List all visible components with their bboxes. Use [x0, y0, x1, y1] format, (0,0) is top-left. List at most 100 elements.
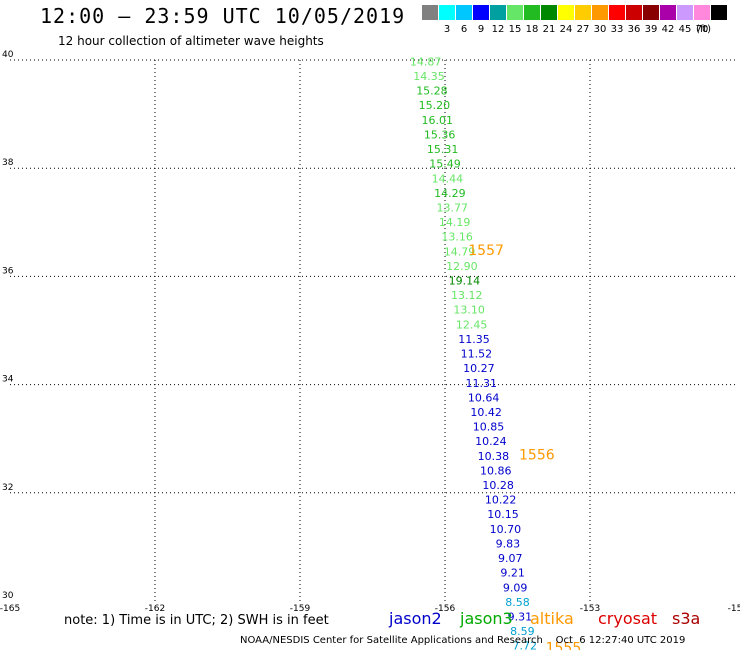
satellite-altika: altika: [530, 609, 574, 628]
legend-swatch: [422, 5, 438, 20]
legend-swatch: [694, 5, 710, 20]
legend-swatch: [507, 5, 523, 20]
legend-label: 36: [627, 24, 641, 35]
legend-label: 30: [593, 24, 607, 35]
legend-label: 33: [610, 24, 624, 35]
lon-tick-label: -162: [145, 604, 165, 614]
wave-height-label: 10.24: [475, 435, 507, 448]
wave-height-label: 14.35: [413, 70, 445, 83]
wave-height-label: 9.09: [503, 581, 528, 594]
legend-unit: (ft): [696, 24, 712, 35]
legend-swatch: [575, 5, 591, 20]
lat-tick-label: 38: [2, 158, 14, 168]
lat-tick-label: 32: [2, 483, 13, 493]
wave-height-label: 12.45: [456, 318, 488, 331]
legend-label: 6: [460, 24, 468, 35]
lon-tick-label: -156: [435, 604, 456, 614]
legend-label: 21: [542, 24, 556, 35]
wave-height-label: 16.01: [422, 114, 454, 127]
legend-swatch: [711, 5, 727, 20]
satellite-cryosat: cryosat: [598, 609, 658, 628]
wave-height-label: 14.29: [434, 187, 466, 200]
map-title: 12:00 – 23:59 UTC 10/05/2019: [40, 4, 406, 28]
wave-height-label: 13.12: [451, 289, 483, 302]
wave-height-label: 9.83: [496, 537, 521, 550]
footer-credit: NOAA/NESDIS Center for Satellite Applica…: [240, 635, 543, 646]
lat-tick-label: 40: [2, 50, 14, 60]
wave-height-label: 15.20: [419, 99, 451, 112]
wave-height-label: 10.15: [487, 508, 519, 521]
wave-height-label: 9.21: [500, 567, 525, 580]
wave-height-label: 13.77: [437, 201, 469, 214]
wave-height-label: 15.28: [416, 85, 448, 98]
wave-height-label: 15.36: [424, 128, 456, 141]
wave-height-label: 15.31: [427, 143, 459, 156]
legend-swatch: [439, 5, 455, 20]
wave-height-label: 10.38: [478, 450, 510, 463]
legend-swatch: [643, 5, 659, 20]
legend-swatch: [490, 5, 506, 20]
wave-height-label: 14.87: [410, 55, 442, 68]
wave-height-label: 10.22: [485, 494, 517, 507]
wave-height-label: 10.86: [480, 464, 512, 477]
wave-height-label: 11.31: [466, 377, 498, 390]
wave-height-label: 10.64: [468, 391, 500, 404]
legend-label: 9: [477, 24, 485, 35]
wave-height-label: 13.10: [453, 304, 485, 317]
lon-tick-label: -159: [290, 604, 311, 614]
wave-height-label: 10.28: [482, 479, 514, 492]
lat-tick-label: 30: [2, 591, 14, 601]
lon-tick-label: -153: [580, 604, 600, 614]
wave-height-label: 13.16: [441, 231, 473, 244]
wave-height-label: 11.35: [458, 333, 490, 346]
legend-label: 3: [443, 24, 451, 35]
legend-label: 15: [508, 24, 522, 35]
satellite-jason3: jason3: [460, 609, 513, 628]
wave-height-label: 10.42: [470, 406, 502, 419]
wave-height-label: 9.31: [508, 610, 533, 623]
wave-height-label: 10.70: [490, 523, 522, 536]
legend-swatch: [660, 5, 676, 20]
pass-time-label: 1556: [519, 447, 555, 463]
wave-height-label: 14.44: [432, 172, 464, 185]
legend-label: 12: [491, 24, 505, 35]
wave-height-label: 7.72: [513, 640, 538, 650]
footer: NOAA/NESDIS Center for Satellite Applica…: [240, 635, 685, 646]
satellite-jason2: jason2: [389, 609, 442, 628]
legend-swatch: [558, 5, 574, 20]
legend-swatch: [609, 5, 625, 20]
wave-height-label: 8.59: [510, 625, 535, 638]
legend-swatch: [473, 5, 489, 20]
legend-label: 27: [576, 24, 590, 35]
legend-swatch: [524, 5, 540, 20]
wave-height-label: 14.19: [439, 216, 471, 229]
legend-swatch: [456, 5, 472, 20]
lat-tick-label: 36: [2, 266, 14, 276]
wave-height-label: 9.07: [498, 552, 523, 565]
lon-tick-label: -15: [728, 604, 740, 614]
legend-label: 45: [678, 24, 692, 35]
note-text: note: 1) Time is in UTC; 2) SWH is in fe…: [64, 613, 329, 628]
wave-height-label: 10.85: [473, 421, 505, 434]
legend-label: 18: [525, 24, 539, 35]
wave-height-label: 14.79: [444, 245, 476, 258]
map-subtitle: 12 hour collection of altimeter wave hei…: [58, 34, 324, 48]
wave-height-label: 15.49: [429, 158, 461, 171]
wave-height-label: 19.14: [449, 275, 481, 288]
legend-swatch: [541, 5, 557, 20]
footer-timestamp: Oct 6 12:27:40 UTC 2019: [555, 635, 686, 646]
wave-height-label: 10.27: [463, 362, 495, 375]
legend-label: 42: [661, 24, 675, 35]
lon-tick-label: -165: [0, 604, 20, 614]
legend-swatch: [677, 5, 693, 20]
legend-label: 24: [559, 24, 573, 35]
legend-swatch: [592, 5, 608, 20]
wave-height-label: 11.52: [461, 348, 493, 361]
legend-swatch: [626, 5, 642, 20]
legend-label: 70: [695, 24, 709, 35]
wave-height-label: 8.58: [505, 596, 530, 609]
legend-label: 39: [644, 24, 658, 35]
lat-tick-label: 34: [2, 375, 14, 385]
pass-time-label: 1557: [468, 243, 504, 259]
